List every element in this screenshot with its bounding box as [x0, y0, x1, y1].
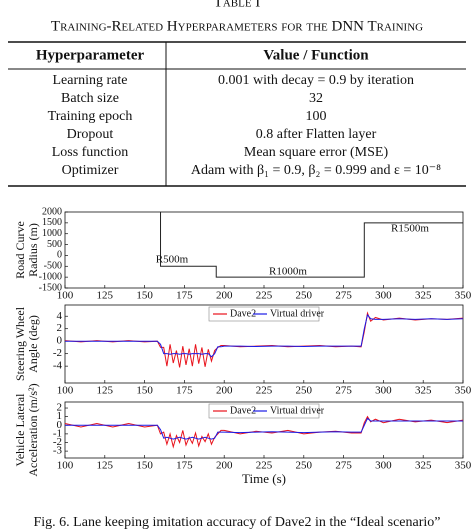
y-tick-label: 2000	[42, 206, 62, 217]
x-tick-label: 125	[97, 460, 114, 472]
x-tick-label: 350	[455, 290, 472, 302]
x-tick-label: 175	[176, 460, 193, 472]
legend-label: Virtual driver	[270, 405, 325, 416]
annotation: R1500m	[391, 223, 429, 235]
x-tick-label: 200	[216, 385, 233, 397]
x-tick-label: 325	[415, 460, 432, 472]
table-cell: 32	[309, 91, 323, 106]
y-tick-label: 0	[57, 250, 62, 261]
y-tick-label: 500	[47, 239, 62, 250]
x-tick-label: 300	[375, 385, 392, 397]
series-line	[64, 415, 464, 449]
x-tick-label: 200	[216, 290, 233, 302]
data-line	[160, 212, 463, 278]
y-tick-label: -1	[53, 427, 62, 439]
x-tick-label: 150	[136, 385, 153, 397]
table-label: Table I	[214, 0, 261, 10]
x-tick-label: 100	[57, 290, 74, 302]
x-tick-label: 125	[97, 290, 114, 302]
y-axis-label: Angle (deg)	[26, 315, 40, 373]
legend-label: Dave2	[230, 405, 256, 416]
legend-label: Virtual driver	[270, 308, 325, 319]
table-cell: 0.8 after Flatten layer	[256, 127, 377, 142]
x-tick-label: 275	[335, 385, 352, 397]
y-tick-label: 2	[57, 322, 63, 334]
x-tick-label: 175	[176, 385, 193, 397]
x-tick-label: 350	[455, 385, 472, 397]
x-tick-label: 325	[415, 385, 432, 397]
y-axis-label: Acceleration (m/s²)	[26, 383, 40, 476]
y-tick-label: -3	[53, 445, 63, 457]
y-tick-label: -4	[53, 360, 63, 372]
series-line	[65, 313, 464, 358]
y-tick-label: -1000	[39, 271, 62, 282]
table-cell: Batch size	[61, 91, 119, 106]
table-cell: Mean square error (MSE)	[244, 145, 389, 160]
y-axis-label: Steering Wheel	[13, 306, 27, 381]
x-tick-label: 225	[256, 460, 273, 472]
table-cell: Adam with β₁ = 0.9, β₂ = 0.999 and ε = 1…	[191, 163, 441, 178]
x-tick-label: 250	[296, 290, 313, 302]
table-cell: 100	[306, 109, 327, 124]
table-cell: 0.001 with decay = 0.9 by iteration	[218, 73, 414, 88]
annotation: R500m	[156, 254, 189, 266]
y-tick-label: 1000	[42, 228, 62, 239]
x-tick-label: 275	[335, 290, 352, 302]
x-tick-label: 250	[296, 460, 313, 472]
table-cell: Learning rate	[52, 73, 127, 88]
x-tick-label: 150	[136, 460, 153, 472]
table-cell: Dropout	[67, 127, 114, 142]
x-tick-label: 125	[97, 385, 114, 397]
y-tick-label: 0	[57, 335, 63, 347]
x-tick-label: 100	[57, 460, 74, 472]
table-title: Training-Related Hyperparameters for the…	[51, 18, 423, 34]
y-tick-label: 1	[57, 410, 63, 422]
x-tick-label: 350	[455, 460, 472, 472]
x-tick-label: 300	[375, 460, 392, 472]
x-tick-label: 200	[216, 460, 233, 472]
table-cell: Optimizer	[62, 163, 119, 178]
x-tick-label: 100	[57, 385, 74, 397]
x-tick-label: 300	[375, 290, 392, 302]
x-tick-label: 225	[256, 385, 273, 397]
y-tick-label: -1500	[39, 282, 62, 293]
y-tick-label: -2	[53, 347, 62, 359]
x-tick-label: 250	[296, 385, 313, 397]
table-cell: Loss function	[52, 145, 129, 160]
x-axis-label: Time (s)	[242, 471, 286, 486]
table-header: Hyperparameter	[36, 47, 145, 63]
y-axis-label: Radius (m)	[26, 223, 40, 277]
annotation: R1000m	[269, 266, 307, 278]
x-tick-label: 150	[136, 290, 153, 302]
series-line	[65, 417, 463, 440]
x-tick-label: 175	[176, 290, 193, 302]
y-tick-label: 2	[57, 402, 63, 414]
y-tick-label: -2	[53, 436, 62, 448]
y-tick-label: 4	[57, 310, 63, 322]
y-tick-label: 0	[57, 419, 63, 431]
y-axis-label: Road Curve	[13, 221, 27, 279]
y-tick-label: -500	[44, 261, 62, 272]
x-tick-label: 275	[335, 460, 352, 472]
legend-label: Dave2	[230, 308, 256, 319]
y-axis-label: Vehicle Lateral	[13, 393, 27, 467]
table-header: Value / Function	[263, 47, 369, 63]
table-cell: Training epoch	[48, 109, 133, 124]
x-tick-label: 325	[415, 290, 432, 302]
y-tick-label: 1500	[42, 217, 62, 228]
caption: Fig. 6. Lane keeping imitation accuracy …	[34, 515, 441, 529]
x-tick-label: 225	[256, 290, 273, 302]
